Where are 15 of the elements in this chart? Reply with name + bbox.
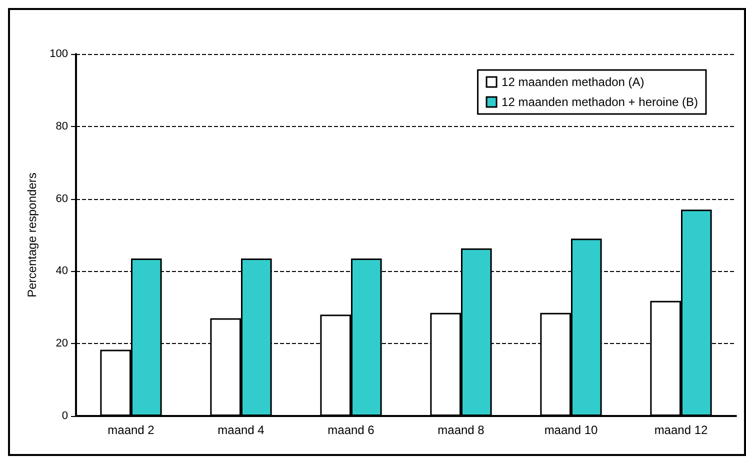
x-tick-label: maand 2 [108, 423, 155, 437]
legend-label: 12 maanden methadon + heroine (B) [502, 95, 698, 109]
legend-label: 12 maanden methadon (A) [502, 75, 644, 89]
y-tick-label: 40 [56, 265, 68, 278]
x-tick-label: maand 12 [654, 423, 708, 437]
y-axis-title: Percentage responders [25, 172, 39, 298]
y-tick-label: 80 [56, 120, 68, 132]
x-tick-label: maand 8 [438, 423, 485, 437]
y-tick-label: 20 [56, 338, 68, 350]
y-tick-label: 100 [50, 48, 68, 60]
y-tick-label: 0 [62, 410, 68, 422]
x-tick-label: maand 4 [218, 423, 265, 437]
y-tick-label: 60 [56, 192, 68, 205]
x-tick-label: maand 10 [544, 423, 598, 437]
x-tick-label: maand 6 [328, 423, 375, 437]
